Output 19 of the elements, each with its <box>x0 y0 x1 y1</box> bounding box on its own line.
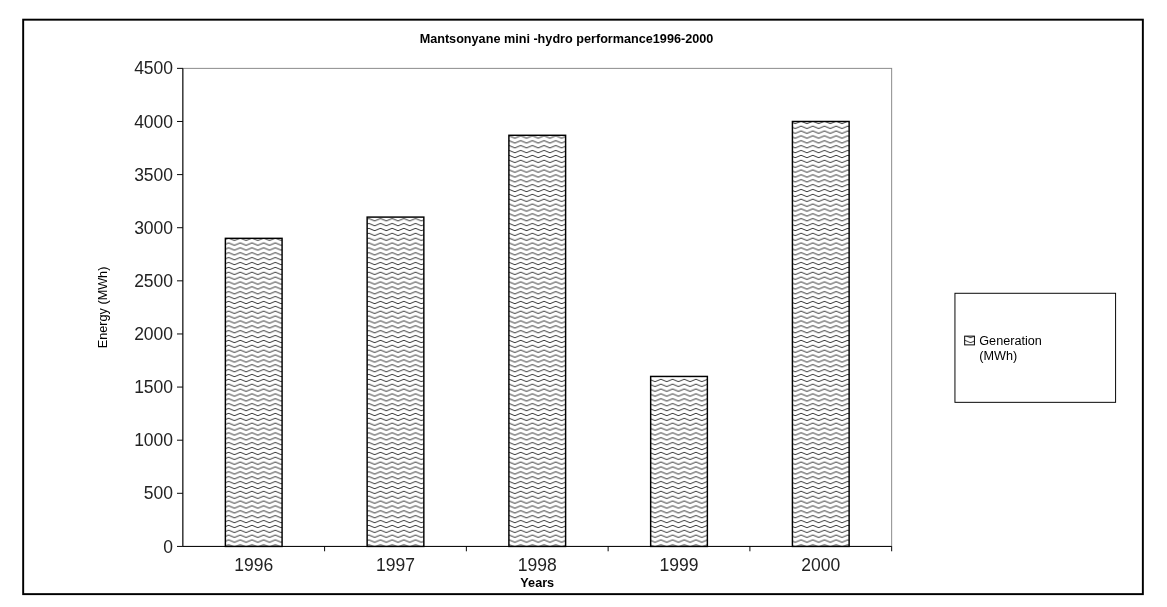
x-axis-title: Years <box>520 576 555 591</box>
y-tick-label: 4500 <box>134 58 174 79</box>
x-tick-label: 2000 <box>801 554 841 575</box>
y-tick-label: 1000 <box>134 430 174 451</box>
legend-label: Generation (MWh) <box>979 333 1042 364</box>
x-tick-label: 1997 <box>376 554 415 575</box>
y-tick-label: 1500 <box>134 377 174 398</box>
x-tick-label: 1999 <box>659 554 699 575</box>
chart-title: Mantsonyane mini -hydro performance1996-2000 <box>419 32 714 47</box>
y-tick-label: 4000 <box>134 111 174 132</box>
x-tick-label: 1996 <box>234 554 274 575</box>
y-axis-title: Energy (MWh) <box>95 266 110 349</box>
y-tick-label: 2000 <box>134 324 174 345</box>
x-tick-label: 1998 <box>517 554 557 575</box>
y-tick-label: 3000 <box>134 217 174 238</box>
y-tick-label: 2500 <box>134 270 174 291</box>
y-tick-label: 500 <box>143 483 174 504</box>
y-tick-label: 0 <box>163 536 174 557</box>
y-tick-label: 3500 <box>134 164 174 185</box>
